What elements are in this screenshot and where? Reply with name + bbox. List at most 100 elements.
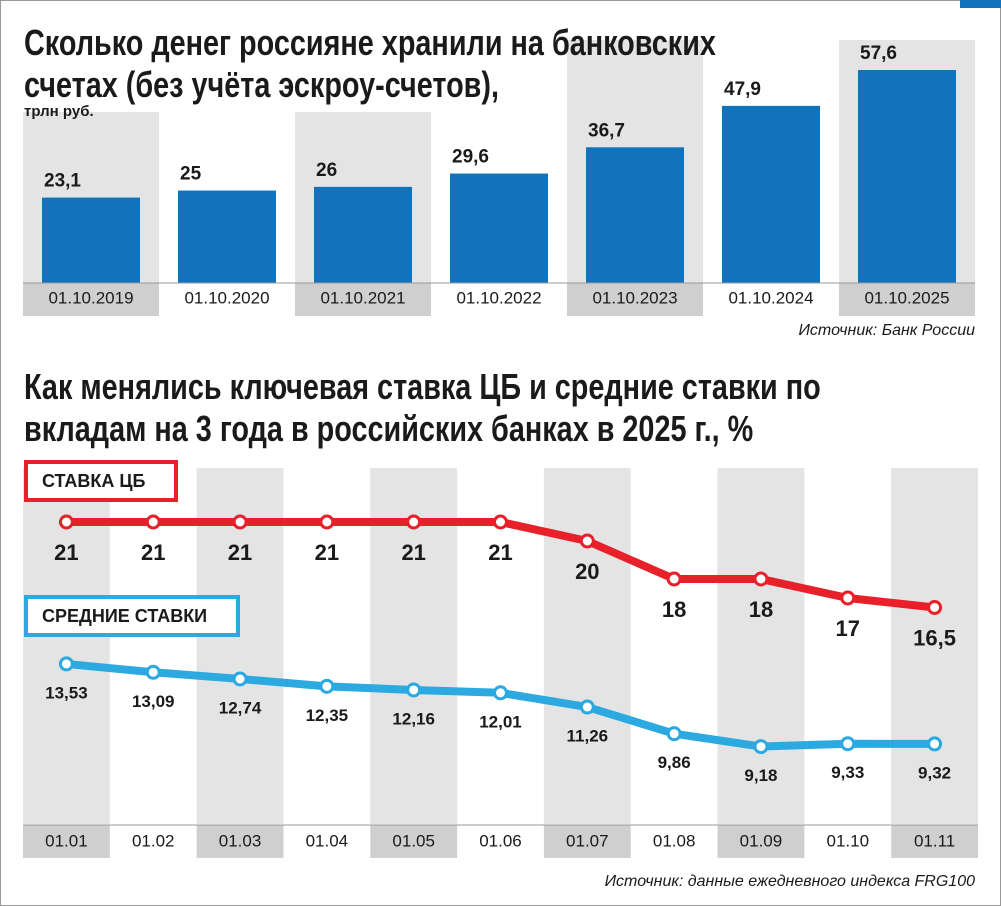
label-cell — [567, 283, 703, 316]
value-label: 12,01 — [479, 712, 522, 731]
value-label: 9,33 — [831, 763, 864, 782]
value-label: 20 — [575, 559, 599, 584]
value-label: 36,7 — [588, 120, 625, 141]
x-tick-label: 01.10.2024 — [728, 288, 813, 307]
legend-box — [24, 595, 240, 637]
source: Источник: данные ежедневного индекса FRG… — [605, 873, 976, 890]
value-label: 21 — [141, 540, 165, 565]
point — [232, 514, 248, 530]
point — [145, 664, 161, 680]
column-shade — [891, 468, 978, 824]
point — [319, 678, 335, 694]
label-cell — [295, 283, 431, 316]
value-label: 16,5 — [913, 625, 956, 650]
legend-label: СТАВКА ЦБ — [42, 471, 146, 491]
x-tick-label: 01.10.2020 — [184, 288, 269, 307]
value-label: 25 — [180, 164, 202, 185]
value-label: 21 — [228, 540, 252, 565]
x-tick-label: 01.10.2025 — [864, 288, 949, 307]
x-tick-label: 01.10.2022 — [456, 288, 541, 307]
value-label: 13,09 — [132, 692, 175, 711]
value-label: 9,86 — [658, 753, 691, 772]
x-tick-label: 01.11 — [914, 831, 955, 850]
point — [406, 682, 422, 698]
label-cell — [370, 825, 458, 858]
x-tick-label: 01.04 — [306, 831, 349, 850]
x-tick-label: 01.10.2019 — [48, 288, 133, 307]
value-label: 13,53 — [45, 683, 88, 702]
x-tick-label: 01.05 — [392, 831, 435, 850]
point — [145, 514, 161, 530]
bar — [858, 70, 956, 283]
value-label: 12,35 — [306, 706, 349, 725]
value-label: 21 — [54, 540, 78, 565]
point — [927, 600, 943, 615]
value-label: 11,26 — [567, 727, 609, 746]
column-shade — [543, 468, 631, 824]
x-tick-label: 01.02 — [132, 831, 175, 850]
x-tick-label: 01.07 — [566, 831, 609, 850]
x-tick-label: 01.03 — [219, 831, 262, 850]
bar — [314, 186, 412, 283]
corner-stripe — [960, 0, 1001, 8]
value-label: 9,32 — [918, 763, 951, 782]
subtitle: трлн руб. — [24, 103, 94, 120]
point — [927, 736, 943, 752]
point — [579, 699, 595, 715]
column-shade — [717, 468, 805, 824]
label-cell — [717, 825, 805, 858]
value-label: 12,74 — [219, 698, 262, 717]
bar — [178, 190, 276, 283]
label-cell — [196, 825, 284, 858]
point — [666, 726, 682, 742]
point — [579, 533, 595, 549]
value-label: 57,6 — [860, 43, 897, 64]
point — [753, 571, 769, 587]
point — [58, 514, 74, 530]
value-label: 18 — [749, 597, 773, 622]
point — [840, 590, 856, 606]
value-label: 29,6 — [452, 147, 489, 168]
legend-box — [24, 460, 178, 502]
x-tick-label: 01.10 — [826, 831, 869, 850]
point — [58, 656, 74, 672]
point — [666, 571, 682, 587]
x-tick-label: 01.06 — [479, 831, 522, 850]
bar — [722, 105, 820, 284]
value-label: 12,16 — [392, 709, 435, 728]
label-cell — [891, 825, 978, 858]
x-tick-label: 01.01 — [45, 831, 88, 850]
value-label: 26 — [316, 160, 337, 181]
legend-label: СРЕДНИЕ СТАВКИ — [42, 606, 207, 626]
point — [753, 739, 769, 755]
label-cell — [23, 825, 110, 858]
source: Источник: Банк России — [798, 322, 975, 339]
point — [493, 685, 508, 701]
x-tick-label: 01.09 — [740, 831, 783, 850]
value-label: 21 — [401, 540, 425, 565]
value-label: 47,9 — [724, 79, 761, 100]
bar — [450, 173, 548, 283]
x-tick-label: 01.08 — [653, 831, 696, 850]
point — [319, 514, 335, 530]
chart-title: Как менялись ключевая ставка ЦБ и средни… — [24, 366, 821, 449]
x-tick-label: 01.10.2023 — [592, 288, 677, 307]
value-label: 21 — [488, 540, 512, 565]
bar — [586, 147, 684, 283]
bar — [42, 197, 140, 283]
point — [493, 514, 508, 530]
label-cell — [23, 283, 159, 316]
point — [840, 736, 856, 752]
chart-title: Сколько денег россияне хранили на банков… — [24, 22, 716, 105]
value-label: 9,18 — [744, 766, 777, 785]
value-label: 23,1 — [44, 171, 81, 192]
label-cell — [543, 825, 631, 858]
x-tick-label: 01.10.2021 — [320, 288, 405, 307]
value-label: 21 — [315, 540, 339, 565]
point — [232, 671, 248, 687]
label-cell — [839, 283, 975, 316]
value-label: 18 — [662, 597, 686, 622]
value-label: 17 — [836, 616, 860, 641]
